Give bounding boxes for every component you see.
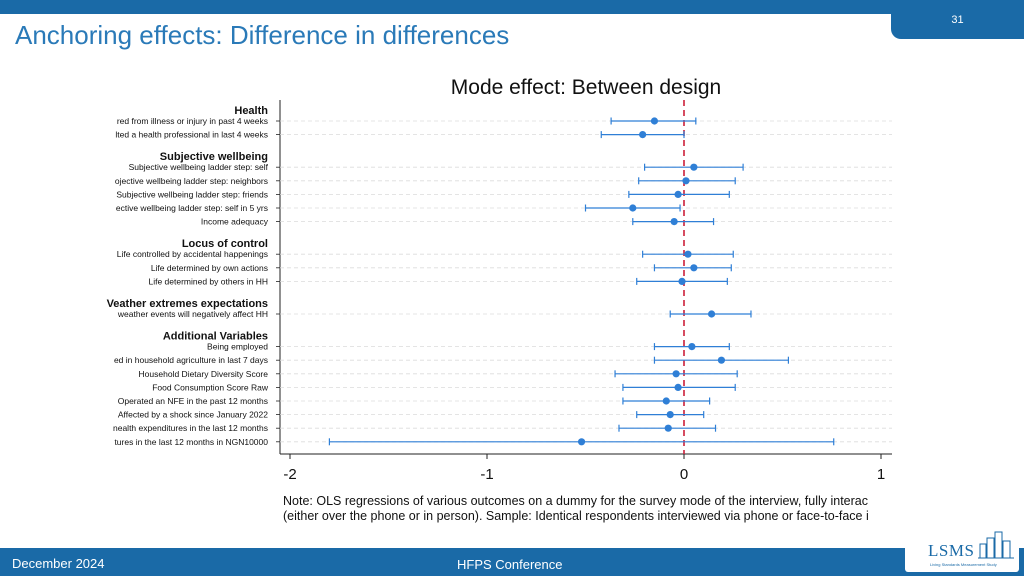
top-bar [0, 0, 1024, 14]
row-label: red from illness or injury in past 4 wee… [117, 116, 268, 126]
point-estimate [690, 264, 698, 272]
point-estimate [674, 383, 682, 391]
row-label: ojective wellbeing ladder step: neighbor… [115, 176, 268, 186]
point-estimate [670, 218, 678, 226]
point-estimate [577, 438, 586, 446]
chart-note-line: (either over the phone or in person). Sa… [283, 509, 869, 523]
row-label: ed in household agriculture in last 7 da… [114, 355, 268, 365]
point-estimate [688, 343, 696, 351]
row-label: Life determined by own actions [151, 263, 268, 273]
row-label: Food Consumption Score Raw [152, 382, 269, 392]
lsms-logo [905, 528, 1019, 572]
logo-text: LSMS [928, 541, 975, 560]
row-label: Affected by a shock since January 2022 [118, 410, 268, 420]
point-estimate [666, 411, 674, 419]
row-label: Operated an NFE in the past 12 months [118, 396, 268, 406]
point-estimate [690, 163, 698, 171]
point-estimate [678, 277, 686, 285]
point-estimate [650, 117, 659, 125]
row-label: Subjective wellbeing ladder step: friend… [116, 189, 268, 199]
group-header: Veather extremes expectations [107, 298, 268, 310]
row-label: tures in the last 12 months in NGN10000 [114, 437, 268, 447]
row-label: Income adequacy [201, 217, 269, 227]
point-estimate [707, 310, 716, 318]
point-estimate [674, 190, 682, 198]
buildings-icon [978, 531, 1014, 559]
group-header: Locus of control [182, 238, 268, 250]
x-tick-label: 1 [877, 466, 885, 483]
row-label: Household Dietary Diversity Score [139, 369, 269, 379]
slide-title: Anchoring effects: Difference in differe… [15, 20, 510, 50]
row-label: nealth expenditures in the last 12 month… [113, 423, 268, 433]
row-label: ective wellbeing ladder step: self in 5 … [116, 203, 268, 213]
logo-subtitle: Living Standards Measurement Study [930, 562, 997, 567]
row-label: lted a health professional in last 4 wee… [115, 130, 268, 140]
point-estimate [717, 356, 726, 364]
point-estimate [662, 397, 670, 405]
page-number: 31 [951, 14, 964, 26]
x-tick-label: -1 [480, 466, 493, 483]
point-estimate [629, 204, 637, 212]
footer-date: December 2024 [12, 556, 105, 571]
point-estimate [684, 250, 692, 258]
row-label: Life controlled by accidental happenings [117, 249, 268, 259]
chart-note-line: Note: OLS regressions of various outcome… [283, 494, 868, 508]
page-number-tab [891, 0, 1024, 39]
group-header: Subjective wellbeing [160, 151, 268, 163]
x-tick-label: 0 [680, 466, 688, 483]
point-estimate [672, 370, 680, 378]
point-estimate [664, 424, 672, 432]
row-label: Life determined by others in HH [148, 276, 268, 286]
point-estimate [639, 131, 647, 139]
point-estimate [682, 177, 690, 185]
coefficient-chart: Mode effect: Between design Health red fro… [0, 60, 912, 530]
row-label: Being employed [207, 342, 268, 352]
group-header: Health [234, 105, 268, 117]
row-label: Subjective wellbeing ladder step: self [129, 162, 269, 172]
x-tick-label: -2 [283, 466, 296, 483]
footer-bar [0, 548, 1024, 576]
chart-title: Mode effect: Between design [451, 76, 721, 99]
footer-conference: HFPS Conference [457, 557, 563, 572]
row-label: weather events will negatively affect HH [117, 309, 268, 319]
group-header: Additional Variables [163, 331, 268, 343]
